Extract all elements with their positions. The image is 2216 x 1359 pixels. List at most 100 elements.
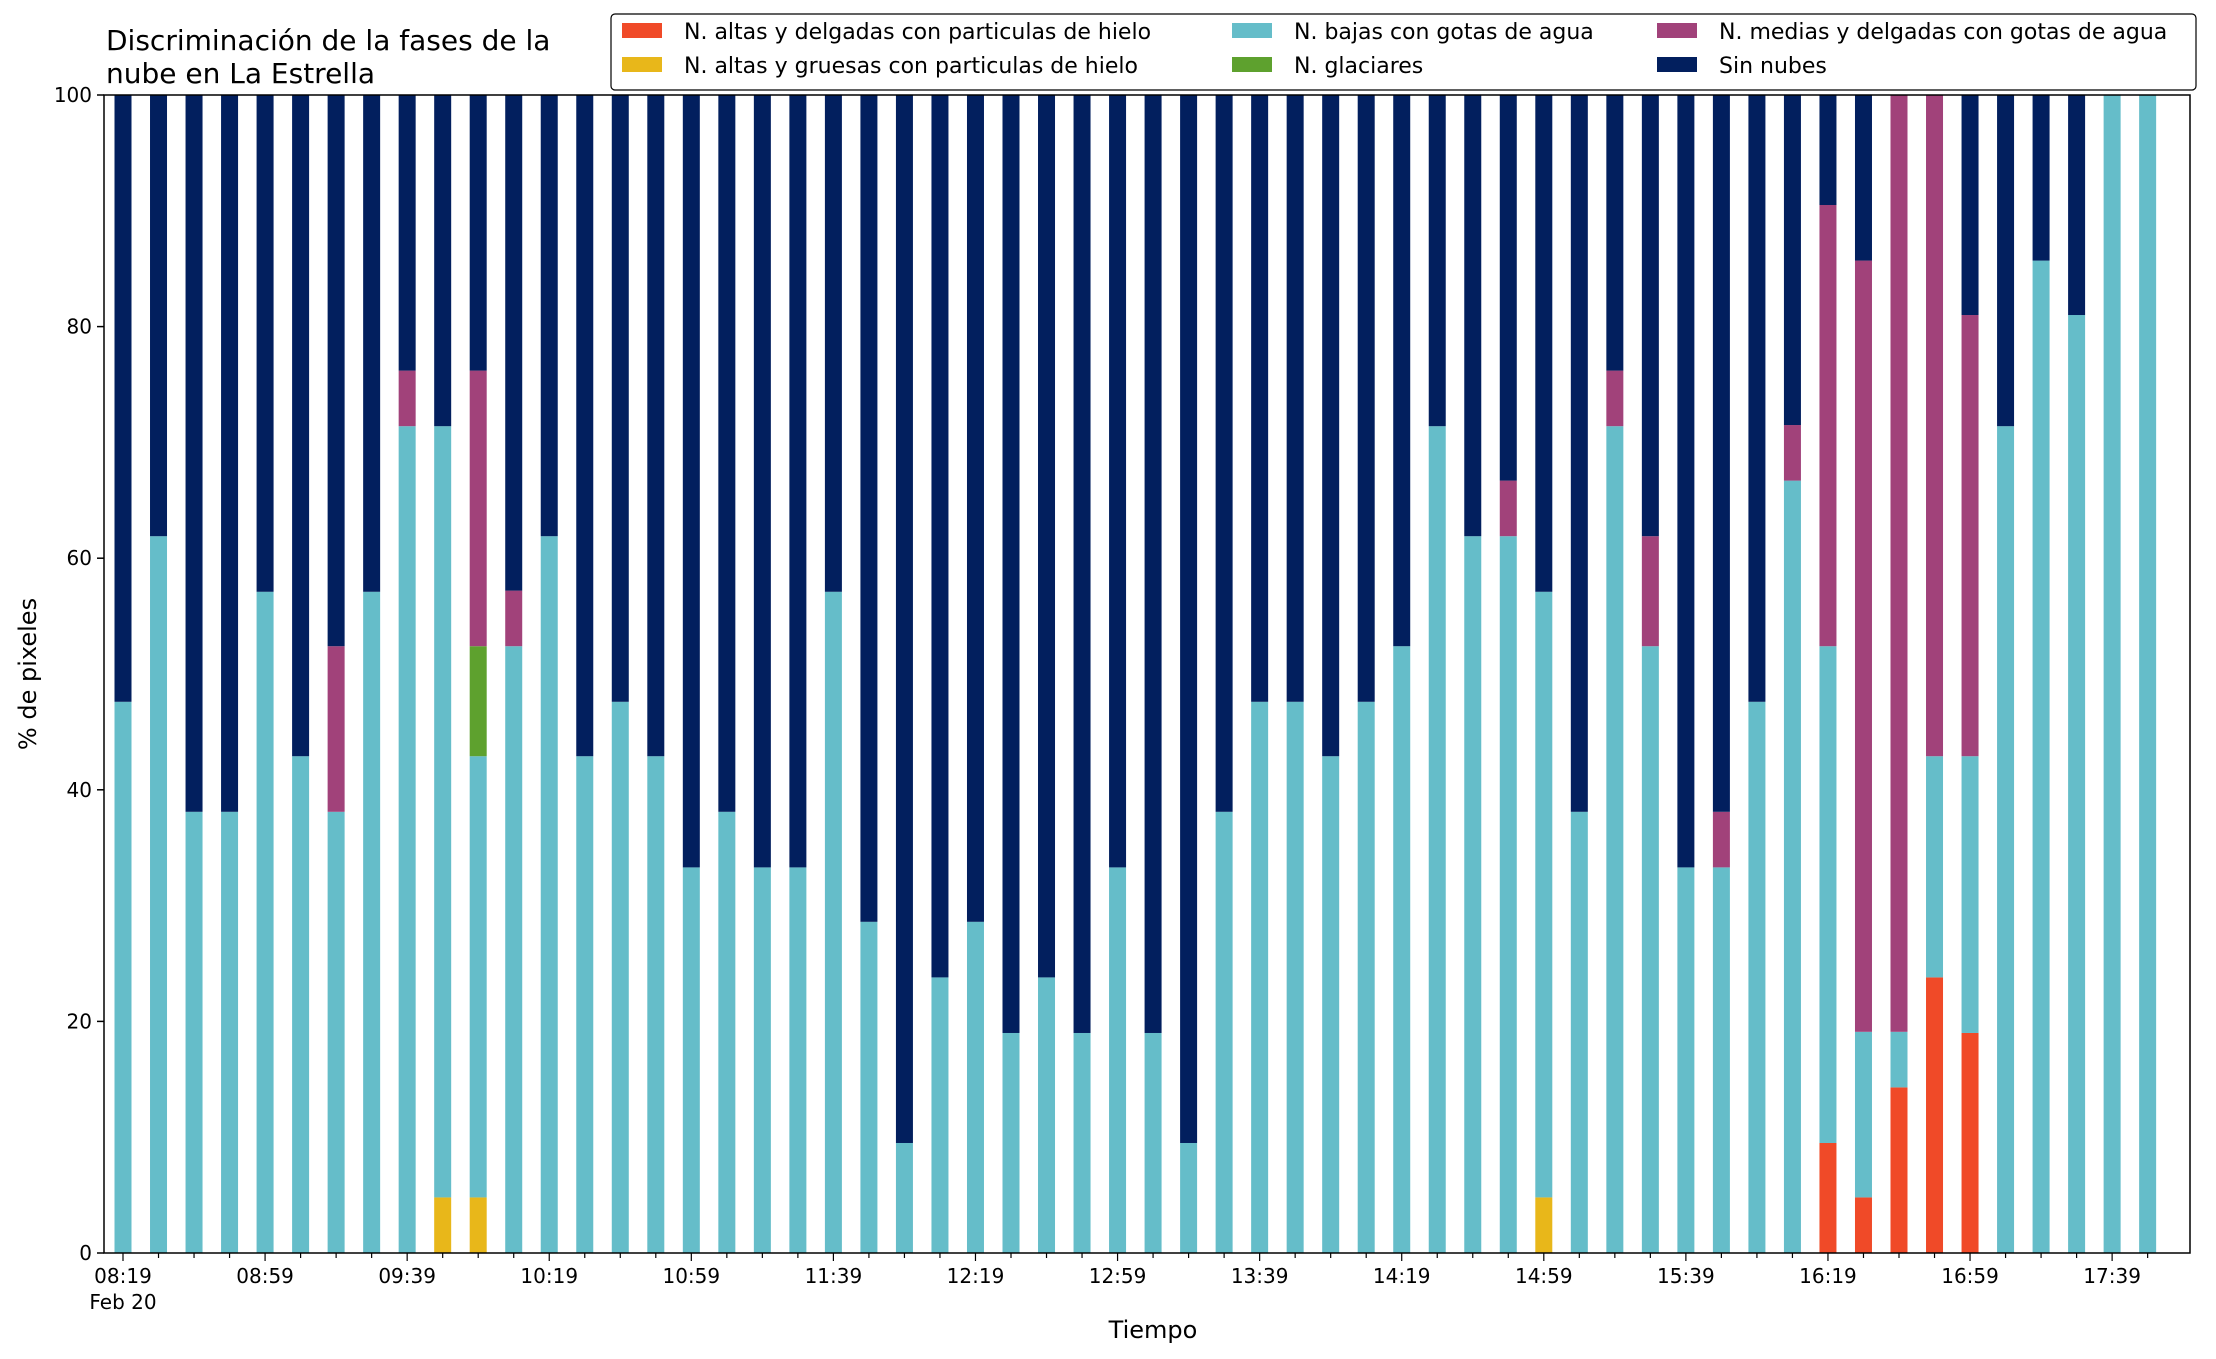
bar-segment-3 <box>1251 701 1269 1253</box>
bar-segment-2 <box>469 1197 487 1253</box>
bar-segment-3 <box>576 756 594 1253</box>
legend-label: Sin nubes <box>1719 54 1827 79</box>
chart-title-line-1: Discriminación de la fases de la <box>106 24 550 57</box>
bar-segment-3 <box>221 811 239 1253</box>
bar-segment-2 <box>434 1197 452 1253</box>
x-tick-label: 12:19 <box>947 1264 1005 1288</box>
bar-segment-3 <box>1570 811 1588 1253</box>
legend-swatch <box>1232 57 1272 72</box>
bar-segment-6 <box>1641 95 1659 537</box>
bar-segment-3 <box>256 591 274 1253</box>
bar-segment-6 <box>1215 95 1233 812</box>
bar-segment-5 <box>1854 260 1872 1032</box>
bar-segment-3 <box>2139 95 2157 1253</box>
bar-segment-3 <box>327 811 345 1253</box>
bar-segment-5 <box>1961 315 1979 757</box>
bar-segment-6 <box>1286 95 1304 702</box>
legend-swatch <box>622 23 662 38</box>
bar-segment-6 <box>2068 95 2086 316</box>
x-tick-label: 17:39 <box>2083 1264 2141 1288</box>
bar-segment-6 <box>114 95 132 702</box>
bar-segment-3 <box>1038 977 1056 1253</box>
bar-segment-3 <box>1606 426 1624 1253</box>
x-tick-label: 09:39 <box>378 1264 436 1288</box>
bar-segment-6 <box>753 95 771 868</box>
bar-segment-3 <box>1677 867 1695 1253</box>
x-tick-label: 12:59 <box>1089 1264 1147 1288</box>
bar-segment-5 <box>1783 425 1801 481</box>
bar-segment-6 <box>931 95 949 978</box>
bar-segment-6 <box>1997 95 2015 427</box>
bar-segment-3 <box>753 867 771 1253</box>
bar-segment-3 <box>1926 756 1944 978</box>
bar-segment-3 <box>1961 756 1979 1033</box>
legend-box <box>610 13 2197 91</box>
x-tick-label: 10:19 <box>520 1264 578 1288</box>
bar-segment-6 <box>1570 95 1588 812</box>
bar-segment-6 <box>647 95 665 757</box>
x-axis-label: Tiempo <box>1108 1316 1198 1344</box>
x-tick-label: 10:59 <box>662 1264 720 1288</box>
bar-segment-5 <box>469 370 487 647</box>
bar-segment-3 <box>1890 1031 1908 1088</box>
bar-segment-3 <box>1783 480 1801 1253</box>
bar-segment-6 <box>1961 95 1979 316</box>
bar-segment-6 <box>150 95 168 537</box>
x-tick-label: 08:59 <box>236 1264 294 1288</box>
bar-segment-3 <box>1819 646 1837 1143</box>
bar-segment-6 <box>540 95 558 537</box>
x-tick-label: 15:39 <box>1657 1264 1715 1288</box>
bar-segment-5 <box>1641 536 1659 647</box>
bar-segment-5 <box>505 590 523 647</box>
bar-segment-3 <box>682 867 700 1253</box>
x-tick-label: 08:19 <box>94 1264 152 1288</box>
bar-segment-3 <box>1997 426 2015 1253</box>
bar-segment-3 <box>718 811 736 1253</box>
bar-segment-3 <box>505 646 523 1253</box>
bar-segment-6 <box>1002 95 1020 1033</box>
bar-segment-6 <box>434 95 452 427</box>
bar-segment-4 <box>469 646 487 757</box>
bar-segment-6 <box>398 95 416 371</box>
bar-segment-6 <box>292 95 310 757</box>
bar-segment-6 <box>1464 95 1482 537</box>
x-tick-label: 16:59 <box>1941 1264 1999 1288</box>
bar-segment-6 <box>1606 95 1624 371</box>
bar-segment-3 <box>1748 701 1766 1253</box>
bar-segment-3 <box>611 701 629 1253</box>
bar-segment-3 <box>1393 646 1411 1253</box>
bar-segment-3 <box>1535 591 1553 1198</box>
bar-segment-3 <box>292 756 310 1253</box>
legend-swatch <box>622 57 662 72</box>
plot-frame <box>103 94 2191 1254</box>
bar-segment-5 <box>1926 95 1944 757</box>
bar-segment-3 <box>1073 1032 1091 1253</box>
bar-segment-6 <box>1357 95 1375 702</box>
bar-segment-3 <box>895 1142 913 1253</box>
bar-segment-6 <box>505 95 523 591</box>
bar-segment-3 <box>363 591 381 1253</box>
bar-segment-3 <box>185 811 203 1253</box>
bar-segment-6 <box>1854 95 1872 261</box>
bar-segment-3 <box>1144 1032 1162 1253</box>
bar-segment-5 <box>1819 205 1837 647</box>
bar-segment-3 <box>2032 260 2050 1254</box>
y-tick-label: 100 <box>54 83 92 107</box>
bar-segment-3 <box>1712 867 1730 1253</box>
bar-segment-1 <box>1961 1032 1979 1253</box>
legend-swatch <box>1232 23 1272 38</box>
bar-segment-6 <box>185 95 203 812</box>
bar-segment-3 <box>2068 315 2086 1253</box>
bar-segment-6 <box>1038 95 1056 978</box>
bar-segment-3 <box>1464 536 1482 1253</box>
bar-segment-6 <box>1783 95 1801 426</box>
bar-segment-3 <box>1109 867 1127 1253</box>
bar-segment-3 <box>1428 426 1446 1253</box>
bar-segment-5 <box>327 646 345 812</box>
legend-swatch <box>1657 57 1697 72</box>
bar-segment-3 <box>540 536 558 1253</box>
bar-segment-6 <box>895 95 913 1143</box>
legend-swatch <box>1657 23 1697 38</box>
bar-segment-6 <box>611 95 629 702</box>
